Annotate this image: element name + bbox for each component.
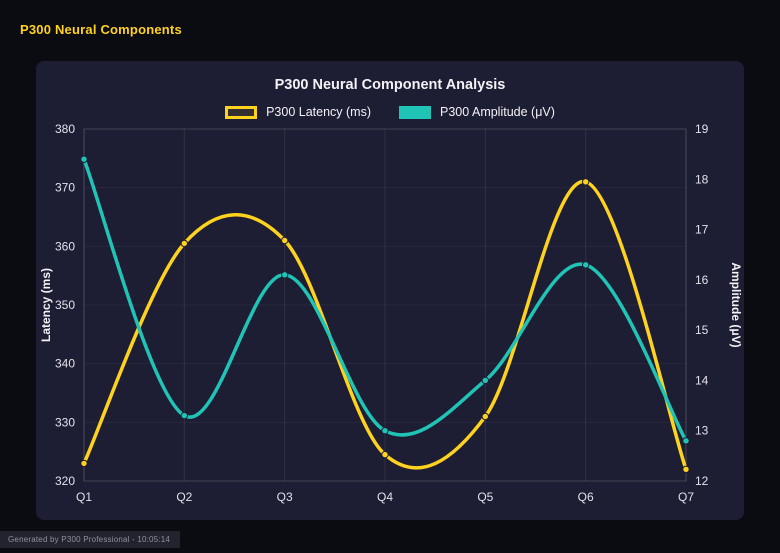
data-point[interactable] <box>80 459 88 468</box>
left-axis-tick: 340 <box>55 357 75 371</box>
data-point[interactable] <box>180 239 189 248</box>
legend-item-latency[interactable]: P300 Latency (ms) <box>225 105 371 119</box>
data-point[interactable] <box>281 236 289 245</box>
right-axis-tick: 18 <box>695 172 709 186</box>
x-axis-tick: Q1 <box>76 490 92 504</box>
data-point[interactable] <box>682 437 690 445</box>
right-axis-tick: 15 <box>695 323 709 337</box>
right-axis-tick: 19 <box>695 122 709 136</box>
right-axis-tick: 14 <box>695 373 709 387</box>
page-title: P300 Neural Components <box>20 22 182 37</box>
left-axis-tick: 350 <box>55 298 75 312</box>
data-point[interactable] <box>481 376 489 385</box>
data-point[interactable] <box>281 271 289 279</box>
data-point[interactable] <box>582 261 590 269</box>
x-axis-tick: Q7 <box>678 490 694 504</box>
legend-label-amplitude: P300 Amplitude (μV) <box>440 105 555 119</box>
left-axis-tick: 380 <box>55 122 75 136</box>
x-axis-tick: Q4 <box>377 490 393 504</box>
data-point[interactable] <box>682 465 690 473</box>
right-axis-tick: 16 <box>695 273 709 287</box>
right-axis-title: Amplitude (μV) <box>729 262 743 347</box>
plot-border <box>83 128 687 482</box>
x-axis-tick: Q5 <box>477 490 493 504</box>
data-point[interactable] <box>180 411 189 420</box>
data-point[interactable] <box>481 412 489 421</box>
latency-swatch <box>225 105 258 119</box>
left-axis-tick: 320 <box>55 474 75 488</box>
left-axis-title: Latency (ms) <box>39 268 53 342</box>
data-point[interactable] <box>80 155 88 163</box>
left-axis-tick: 330 <box>55 415 75 429</box>
right-axis-tick: 12 <box>695 474 709 488</box>
chart-panel: P300 Neural Component Analysis P300 Late… <box>36 61 744 520</box>
x-axis-tick: Q2 <box>176 490 192 504</box>
left-axis-tick: 360 <box>55 239 75 253</box>
chart-title: P300 Neural Component Analysis <box>274 77 506 93</box>
data-point[interactable] <box>381 450 389 459</box>
right-axis-tick: 13 <box>695 424 709 438</box>
data-point[interactable] <box>381 427 389 435</box>
legend-label-latency: P300 Latency (ms) <box>266 105 371 119</box>
x-axis-tick: Q6 <box>578 490 594 504</box>
right-axis-tick: 17 <box>695 223 709 237</box>
left-axis-tick: 370 <box>55 181 75 195</box>
footer-generated-label: Generated by P300 Professional - 10:05:1… <box>0 531 181 548</box>
legend-item-amplitude[interactable]: P300 Amplitude (μV) <box>399 105 555 119</box>
chart-canvas[interactable]: 320 330 340 350 360 370 380 12 13 14 15 16 17 18 19 Q1 Q… <box>36 121 744 513</box>
chart-legend: P300 Latency (ms) P300 Amplitude (μV) <box>36 105 744 119</box>
x-axis-tick: Q3 <box>277 490 293 504</box>
amplitude-swatch <box>399 105 431 119</box>
data-point[interactable] <box>582 178 590 186</box>
